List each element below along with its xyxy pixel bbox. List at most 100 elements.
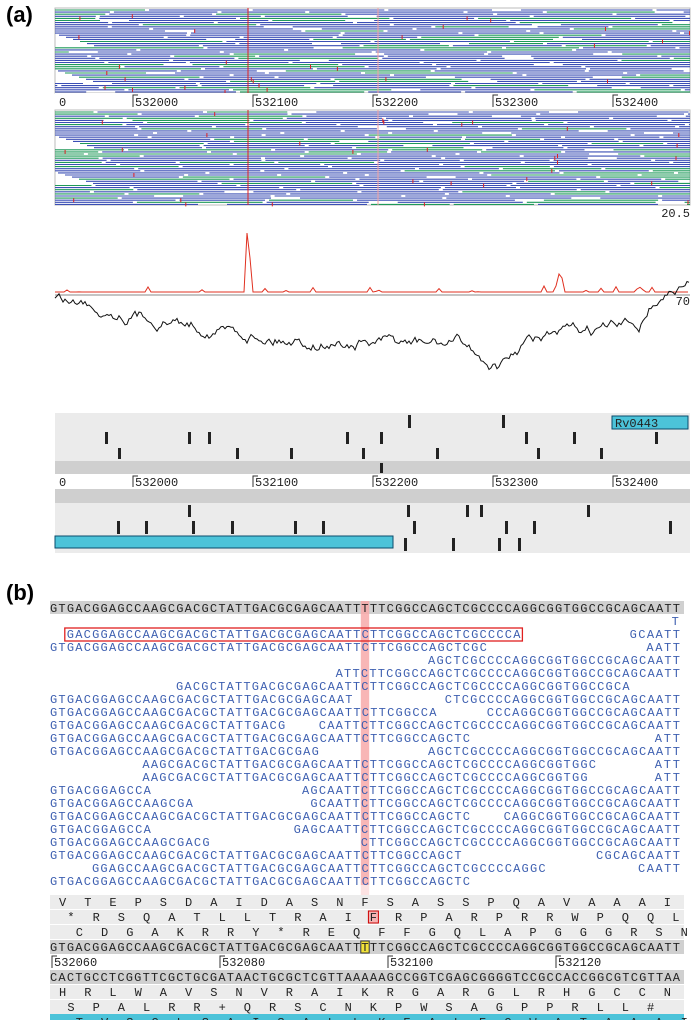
stop-codon — [322, 521, 325, 534]
read-seq: AGCAATTCTTCGGCCAGCTCGCCCCAGGCGGTGGCCGCAG… — [302, 784, 680, 798]
stop-codon — [407, 505, 410, 517]
ruler-tick — [51, 955, 57, 968]
ruler-tick — [372, 475, 378, 487]
ruler-tick — [612, 475, 618, 487]
stop-codon — [452, 538, 455, 551]
read-seq: GTGACGGAGCCAAGCGACG — [50, 836, 210, 850]
read-seq: GAGCAATTCTTCGGCCAGCTCGCCCCAGGCGGTGGCCGCA… — [294, 823, 680, 837]
stop-codon — [105, 432, 108, 444]
stop-codon — [502, 415, 505, 428]
read-seq: ATTCTTCGGCCAGCTCGCCCCAGGCGGTGGCCGCAGCAAT… — [336, 667, 680, 681]
stop-codon — [498, 538, 501, 551]
ruler-label: 0 — [59, 96, 66, 110]
read-seq: GCAATTCTTCGGCCAGCTCGCCCCAGGCGGTGGCCGCAGC… — [310, 797, 680, 811]
ruler-tick — [372, 94, 378, 107]
ruler-tick — [219, 955, 225, 968]
stop-codon — [518, 538, 521, 551]
read-seq: ATT — [655, 771, 680, 785]
stop-codon — [525, 432, 528, 444]
read-seq: GACGCTATTGACGCGAGCAATTCTTCGGCCAGCTCGCCCC… — [176, 680, 630, 694]
frame-track — [55, 446, 690, 461]
frame-track — [55, 519, 690, 536]
selected-base — [360, 940, 370, 954]
read-seq: ATT — [655, 732, 680, 746]
ruler-label: 532300 — [495, 476, 538, 490]
frame-track — [55, 413, 690, 430]
stop-codon — [117, 521, 120, 534]
panel-label: (a) — [6, 2, 33, 27]
reads-forward — [55, 9, 690, 93]
stop-codon — [436, 448, 439, 459]
stop-codon — [192, 521, 195, 534]
seq-row-bg — [50, 970, 684, 984]
ruler-label: 532200 — [375, 96, 418, 110]
read-seq: GTGACGGAGCCA — [50, 823, 152, 837]
stop-codon — [480, 505, 483, 517]
reads-forward — [55, 111, 690, 205]
selected-column — [360, 601, 370, 895]
stop-codon — [537, 448, 540, 459]
ruler-label: 532000 — [135, 96, 178, 110]
ruler-tick — [252, 475, 258, 487]
read-seq: GTGACGGAGCCA — [50, 784, 152, 798]
ruler-label: 532100 — [255, 96, 298, 110]
read-seq: GTGACGGAGCCAAGCGACGCTATTGACG — [50, 719, 285, 733]
ruler-tick — [492, 475, 498, 487]
coverage-max: 20.5 — [661, 207, 690, 221]
read-seq: GTGACGGAGCCAAGCGACGCTATTGACGCGAG — [50, 745, 319, 759]
read-seq: CTTCGGCCAGCTCGCCCCAGGCGGTGGCCGCAGCAATT — [361, 836, 680, 850]
read-seq: GACGGAGCCAAGCGACGCTATTGACGCGAGCAATTCTTCG… — [67, 628, 521, 642]
stop-codon — [294, 521, 297, 534]
ruler-label: 532400 — [615, 476, 658, 490]
frame-row — [50, 925, 684, 939]
read-seq: GTGACGGAGCCAAGCGACGCTATTGACGCGAGCAATTCTT… — [50, 706, 437, 720]
ruler-label: 532400 — [615, 96, 658, 110]
stop-codon — [290, 448, 293, 459]
read-seq: AATT — [646, 641, 680, 655]
read-seq: GCAATT — [630, 628, 680, 642]
read-seq: AGCTCGCCCCAGGCGGTGGCCGCAGCAATT — [428, 654, 680, 668]
panel-label: (b) — [6, 580, 34, 605]
ruler-tick — [492, 94, 498, 107]
read-seq: AAGCGACGCTATTGACGCGAGCAATTCTTCGGCCAGCTCG… — [142, 758, 596, 772]
stop-codon — [188, 432, 191, 444]
ruler-tick — [132, 94, 138, 107]
coverage-line — [55, 232, 688, 293]
read-seq: AGCTCGCCCCAGGCGGTGGCCGCAGCAATT — [428, 745, 680, 759]
stop-codon — [533, 521, 536, 534]
read-seq: GGAGCCAAGCGACGCTATTGACGCGAGCAATTCTTCGGCC… — [92, 862, 546, 876]
frame-row — [50, 910, 684, 924]
stop-codon — [466, 505, 469, 517]
frame-row — [50, 985, 684, 999]
frame-text: C D G A K R R Y * R E Q F F G Q L A P G G G R S N — [76, 926, 688, 940]
read-mismatches — [78, 8, 690, 94]
gc-line — [54, 280, 690, 371]
ruler-label: 532300 — [495, 96, 538, 110]
read-seq: GTGACGGAGCCAAGCGACGCTATTGACGCGAGCAATTCTT… — [50, 641, 487, 655]
read-seq: GTGACGGAGCCAAGCGACGCTATTGACGCGAGCAAT — [50, 693, 352, 707]
ruler-label: 532060 — [54, 956, 97, 970]
frame-text: S P A L R R + Q R S C N K P W S A G P P R L L # — [67, 1001, 654, 1015]
stop-codon — [600, 448, 603, 459]
read-seq: AAGCGACGCTATTGACGCGAGCAATTCTTCGGCCAGCTCG… — [142, 771, 587, 785]
stop-codon — [408, 415, 411, 428]
read-seq: GTGACGGAGCCAAGCGACGCTATTGACGCGAGCAATTCTT… — [50, 849, 462, 863]
frame-track — [55, 489, 690, 503]
read-seq: CCCAGGCGGTGGCCGCAGCAATT — [487, 706, 680, 720]
stop-codon — [587, 505, 590, 517]
frame-row — [50, 895, 684, 909]
selected-read — [64, 627, 524, 642]
frame-text: TVSGLSAISALLKEALEGWATAAAI — [76, 1016, 688, 1020]
stop-codon — [362, 448, 365, 459]
read-seq: CAATTCTTCGGCCAGCTCGCCCCAGGCGGTGGCCGCAGCA… — [319, 719, 680, 733]
ruler-tick — [387, 955, 393, 968]
ruler-tick — [132, 475, 138, 487]
stop-codon — [404, 538, 407, 551]
stop-codon — [231, 521, 234, 534]
frame-track — [55, 430, 690, 446]
stop-codon — [236, 448, 239, 459]
ruler-label: 532200 — [375, 476, 418, 490]
